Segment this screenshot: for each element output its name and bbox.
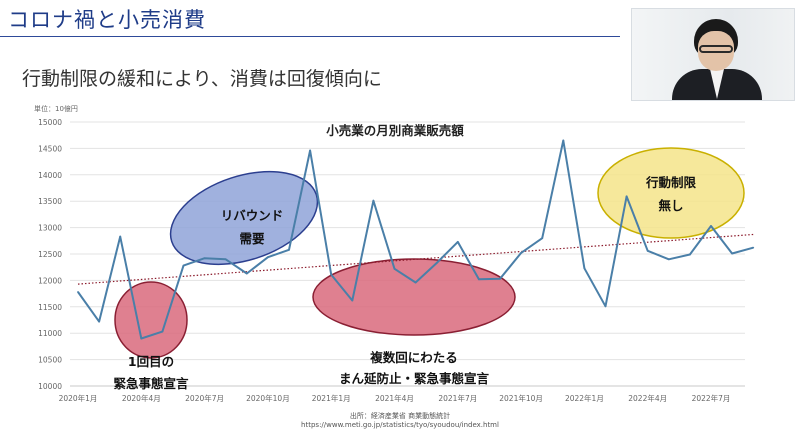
x-tick-label: 2020年10月 [246, 393, 290, 403]
multiple-emergency-label: まん延防止・緊急事態宣言 [339, 371, 490, 386]
chart-title: 小売業の月別商業販売額 [325, 123, 464, 138]
x-tick-label: 2021年7月 [438, 393, 477, 403]
x-tick-label: 2021年4月 [375, 393, 414, 403]
x-tick-label: 2020年1月 [59, 393, 98, 403]
data-point [267, 256, 269, 259]
data-point [604, 305, 607, 308]
y-tick-label: 14000 [38, 171, 62, 180]
y-tick-label: 14500 [38, 144, 62, 153]
data-point [478, 278, 480, 281]
data-point [689, 253, 691, 256]
first-emergency-label: 緊急事態宣言 [113, 376, 189, 391]
y-tick-label: 10500 [38, 356, 62, 365]
x-tick-label: 2021年10月 [499, 393, 543, 403]
slide-subtitle: 行動制限の緩和により、消費は回復傾向に [22, 68, 382, 90]
data-point [77, 291, 79, 293]
data-point [393, 267, 396, 270]
data-point [203, 257, 206, 260]
no-restrictions-ellipse [597, 147, 745, 239]
y-tick-label: 13000 [38, 224, 62, 233]
data-point [435, 262, 438, 264]
x-tick-label: 2021年1月 [312, 393, 351, 403]
data-point [646, 249, 649, 252]
data-point [288, 248, 290, 251]
x-tick-label: 2020年7月 [185, 393, 224, 403]
data-point [330, 273, 333, 276]
data-point [667, 258, 670, 261]
data-point [625, 195, 628, 198]
y-tick-label: 13500 [38, 197, 62, 206]
x-tick-label: 2022年1月 [565, 393, 604, 403]
data-point [583, 267, 586, 270]
data-point [224, 258, 227, 261]
x-tick-label: 2022年4月 [628, 393, 667, 403]
rebound-ellipse [169, 170, 319, 266]
data-point [182, 264, 185, 267]
y-axis-unit-label: 単位：10億円 [34, 105, 78, 113]
rebound-label: リバウンド [221, 208, 284, 223]
first-emergency-ellipse [114, 281, 188, 359]
y-tick-label: 11000 [38, 329, 62, 338]
source-url: https://www.meti.go.jp/statistics/tyo/sy… [301, 421, 499, 429]
data-point [731, 252, 733, 255]
first-emergency-label: 1回目の [128, 354, 174, 369]
data-point [309, 149, 311, 152]
data-point [98, 320, 100, 323]
no-restrictions-label: 行動制限 [645, 175, 697, 190]
data-point [372, 199, 375, 202]
no-restrictions-label: 無し [658, 198, 683, 213]
title-divider [0, 36, 620, 37]
data-point [456, 240, 459, 243]
data-point [520, 252, 522, 254]
data-point [541, 237, 544, 240]
y-tick-label: 15000 [38, 118, 62, 127]
data-point [119, 235, 122, 238]
data-point [752, 246, 755, 249]
data-point [351, 299, 354, 302]
y-tick-label: 12000 [38, 276, 62, 285]
multiple-emergency-ellipse [312, 258, 516, 336]
rebound-label: 需要 [239, 231, 265, 246]
data-point [710, 225, 712, 227]
data-point [499, 277, 501, 280]
trendline [77, 233, 754, 285]
data-point [140, 337, 143, 340]
slide-title: コロナ禍と小売消費 [8, 8, 206, 32]
y-tick-label: 11500 [38, 303, 62, 312]
data-point [562, 139, 565, 142]
x-tick-label: 2020年4月 [122, 393, 161, 403]
source-citation: 出所：経済産業省 商業動態統計 [349, 412, 451, 420]
data-point [161, 330, 164, 333]
data-point [245, 272, 248, 275]
multiple-emergency-label: 複数回にわたる [369, 350, 458, 365]
data-point [414, 281, 417, 284]
y-tick-label: 10000 [38, 382, 62, 391]
y-tick-label: 12500 [38, 250, 62, 259]
x-tick-label: 2022年7月 [692, 393, 731, 403]
webcam-presenter-video [631, 8, 795, 101]
